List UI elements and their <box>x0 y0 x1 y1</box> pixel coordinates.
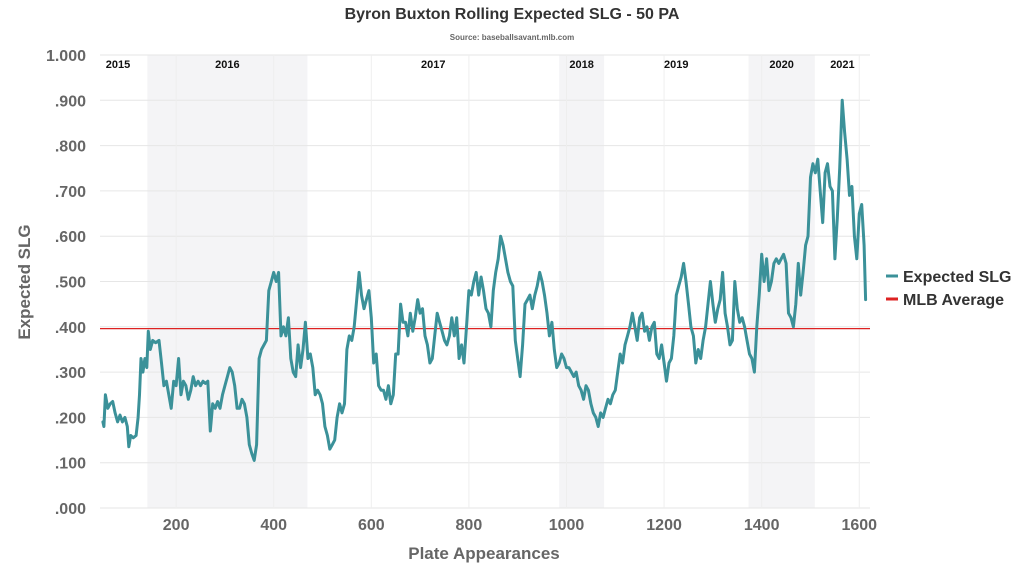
season-label-2016: 2016 <box>215 59 239 71</box>
y-axis-ticks: .000 .100 .200 .300 .400 .500 .600 .700 .800 .900… <box>46 48 86 518</box>
y-tick-label-0: .000 <box>55 501 86 518</box>
season-label-2015: 2015 <box>106 59 130 71</box>
y-tick-label-5: .500 <box>55 275 86 292</box>
season-label-2017: 2017 <box>421 59 445 71</box>
x-tick-label-1000: 1000 <box>549 517 585 534</box>
x-tick-label-1600: 1600 <box>841 517 877 534</box>
season-label-2018: 2018 <box>569 59 593 71</box>
x-tick-label-600: 600 <box>358 517 385 534</box>
y-tick-label-8: .800 <box>55 139 86 156</box>
x-tick-label-200: 200 <box>163 517 190 534</box>
series-layer <box>101 98 868 462</box>
series-line-expected-slg <box>101 98 868 462</box>
y-tick-label-10: 1.000 <box>46 48 86 65</box>
season-label-2020: 2020 <box>769 59 793 71</box>
chart-subtitle: Source: baseballsavant.mlb.com <box>449 33 575 42</box>
chart-title: Byron Buxton Rolling Expected SLG - 50 P… <box>344 6 680 23</box>
legend-label-expected-slg: Expected SLG <box>903 269 1011 286</box>
x-tick-label-1200: 1200 <box>646 517 682 534</box>
season-label-2021: 2021 <box>830 59 854 71</box>
x-tick-label-800: 800 <box>456 517 483 534</box>
x-axis-title: Plate Appearances <box>408 544 560 563</box>
x-tick-label-400: 400 <box>260 517 287 534</box>
y-tick-label-2: .200 <box>55 410 86 427</box>
legend: Expected SLG MLB Average <box>886 269 1011 309</box>
y-tick-label-1: .100 <box>55 456 86 473</box>
x-tick-label-1400: 1400 <box>744 517 780 534</box>
season-labels: 2015 2016 2017 2018 2019 2020 2021 <box>106 59 855 71</box>
season-label-2019: 2019 <box>664 59 688 71</box>
x-axis-ticks: 200 400 600 800 1000 1200 1400 1600 <box>163 517 877 534</box>
y-tick-label-4: .400 <box>55 320 86 337</box>
y-tick-label-9: .900 <box>55 93 86 110</box>
y-tick-label-6: .600 <box>55 229 86 246</box>
legend-label-mlb-average: MLB Average <box>903 292 1004 309</box>
y-tick-label-3: .300 <box>55 365 86 382</box>
y-axis-title: Expected SLG <box>15 224 34 339</box>
gridlines <box>100 54 870 509</box>
y-tick-label-7: .700 <box>55 184 86 201</box>
